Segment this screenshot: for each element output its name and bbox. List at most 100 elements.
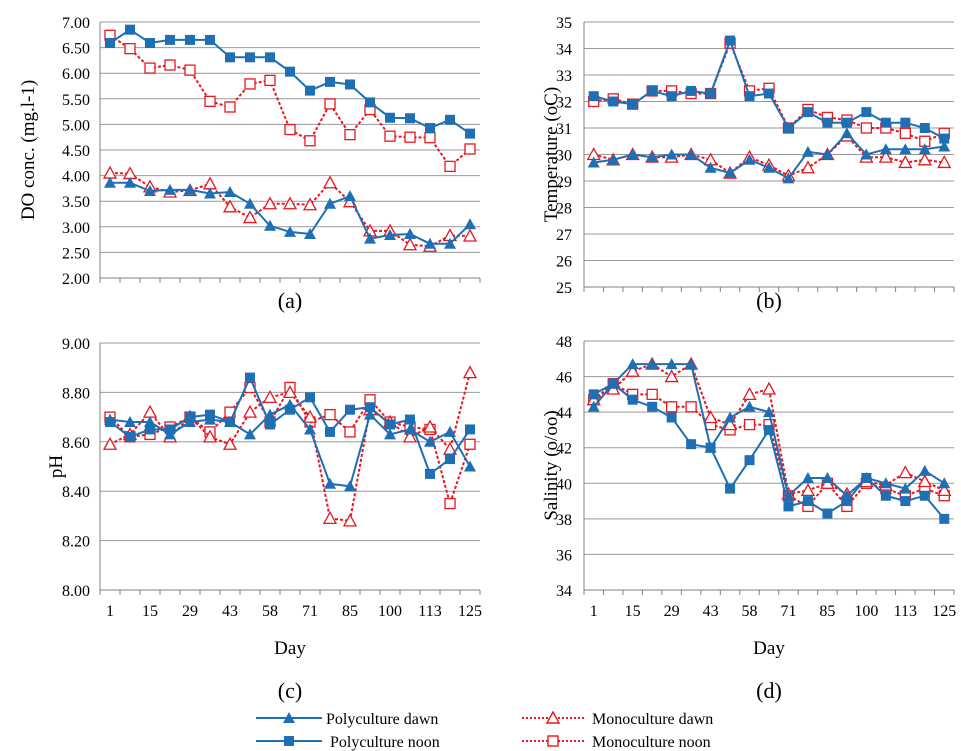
data-point-monoculture-noon [304, 135, 316, 147]
data-point-polyculture-dawn [587, 400, 600, 412]
data-point-polyculture-dawn [763, 161, 775, 173]
data-point-polyculture-dawn [264, 408, 276, 420]
data-point-polyculture-noon [783, 501, 794, 512]
panel-d: 34 36 38 40 42 44 46 48 1 15 29 43 58 71 85 100 113 125 Da… [541, 334, 956, 703]
data-point-polyculture-dawn [244, 428, 256, 440]
data-point-monoculture-dawn [800, 483, 816, 497]
data-point-monoculture-noon [685, 401, 697, 413]
data-point-polyculture-noon [145, 424, 155, 435]
data-point-monoculture-dawn [878, 149, 893, 163]
data-point-polyculture-dawn [184, 183, 196, 195]
y-tick-label: 34 [556, 42, 572, 59]
data-point-polyculture-noon [165, 34, 175, 45]
y-tick-label: 2.00 [62, 271, 90, 288]
data-point-polyculture-noon [686, 85, 697, 96]
data-point-polyculture-noon [666, 412, 677, 423]
y-tick-label: 42 [556, 441, 572, 458]
y-tick-label: 4.50 [62, 143, 90, 160]
data-point-polyculture-noon [245, 52, 255, 63]
data-point-polyculture-noon [588, 91, 599, 102]
data-point-monoculture-dawn [703, 410, 718, 424]
data-point-polyculture-dawn [879, 477, 892, 489]
data-point-polyculture-dawn [743, 400, 756, 412]
data-point-polyculture-noon [125, 24, 135, 35]
x-tick-label: 15 [625, 603, 641, 620]
data-point-polyculture-noon [647, 401, 658, 412]
data-point-monoculture-dawn [742, 386, 757, 401]
data-point-polyculture-dawn [364, 408, 376, 420]
data-point-polyculture-dawn [404, 423, 416, 435]
data-point-polyculture-noon [185, 34, 195, 45]
data-point-polyculture-noon [345, 79, 355, 90]
data-point-monoculture-noon [344, 128, 356, 141]
data-point-polyculture-noon [125, 431, 135, 442]
data-point-polyculture-dawn [860, 148, 873, 160]
data-point-polyculture-noon [405, 414, 415, 425]
data-point-polyculture-noon [145, 37, 155, 48]
data-point-polyculture-noon [705, 88, 716, 99]
data-point-polyculture-dawn [284, 225, 296, 237]
data-point-monoculture-noon [444, 160, 456, 173]
data-point-polyculture-dawn [344, 190, 356, 202]
data-point-polyculture-dawn [685, 358, 698, 370]
data-point-polyculture-dawn [444, 425, 456, 437]
panel-label: (a) [278, 288, 302, 313]
data-point-polyculture-noon [861, 107, 872, 118]
data-point-polyculture-noon [725, 483, 736, 494]
data-point-polyculture-dawn [626, 148, 639, 160]
data-point-polyculture-noon [445, 114, 455, 125]
data-point-polyculture-noon [465, 424, 475, 435]
data-point-polyculture-dawn [938, 140, 951, 152]
y-tick-label: 3.00 [62, 220, 90, 237]
data-point-monoculture-dawn [462, 228, 478, 242]
data-point-monoculture-dawn [937, 155, 952, 169]
x-tick-label: 15 [142, 603, 158, 620]
data-point-polyculture-dawn [344, 480, 356, 492]
data-point-polyculture-noon [919, 123, 930, 133]
data-point-polyculture-noon [802, 107, 813, 118]
data-point-monoculture-noon [464, 143, 476, 155]
data-point-polyculture-dawn [404, 227, 416, 239]
data-point-polyculture-noon [305, 85, 315, 96]
data-point-monoculture-noon [665, 401, 678, 413]
series-line-polyculture-noon [593, 382, 946, 520]
data-point-monoculture-dawn [302, 197, 318, 211]
data-point-polyculture-dawn [324, 477, 336, 489]
legend-label-poly-noon: Polyculture noon [330, 734, 440, 751]
panel-label: (c) [278, 678, 302, 703]
data-point-polyculture-noon [608, 96, 619, 107]
data-point-polyculture-dawn [224, 185, 236, 197]
y-tick-label: 5.00 [62, 117, 90, 134]
data-point-monoculture-dawn [282, 196, 298, 210]
data-point-polyculture-dawn [424, 237, 436, 249]
data-point-polyculture-noon [245, 372, 255, 383]
y-tick-label: 34 [556, 583, 572, 600]
data-point-polyculture-noon [265, 419, 275, 430]
data-point-polyculture-noon [385, 112, 395, 123]
data-point-polyculture-noon [325, 426, 335, 437]
data-point-polyculture-dawn [124, 176, 136, 188]
data-point-monoculture-dawn [262, 389, 278, 403]
data-point-monoculture-noon [344, 426, 356, 438]
y-tick-label: 27 [556, 227, 572, 244]
data-point-polyculture-dawn [685, 148, 698, 160]
y-tick-label: 33 [556, 68, 572, 85]
data-point-polyculture-dawn [204, 187, 216, 199]
data-point-polyculture-dawn [264, 219, 276, 231]
data-point-polyculture-dawn [801, 471, 814, 483]
series-line-polyculture-dawn [109, 403, 471, 488]
data-point-polyculture-noon [802, 496, 813, 507]
data-point-polyculture-noon [405, 113, 415, 124]
data-point-monoculture-noon [860, 122, 873, 134]
legend-item-mono-dawn: Monoculture dawn [522, 710, 713, 728]
data-point-polyculture-dawn [607, 153, 620, 165]
data-point-polyculture-noon [764, 424, 774, 435]
data-point-polyculture-dawn [284, 398, 296, 410]
y-tick-label: 35 [556, 15, 572, 32]
square-outline-marker-icon [547, 735, 559, 747]
data-point-monoculture-dawn [242, 404, 258, 418]
data-point-polyculture-noon [225, 52, 235, 63]
y-tick-label: 38 [556, 512, 572, 529]
legend-item-mono-noon: Monoculture noon [522, 734, 711, 751]
data-point-polyculture-dawn [164, 183, 176, 195]
